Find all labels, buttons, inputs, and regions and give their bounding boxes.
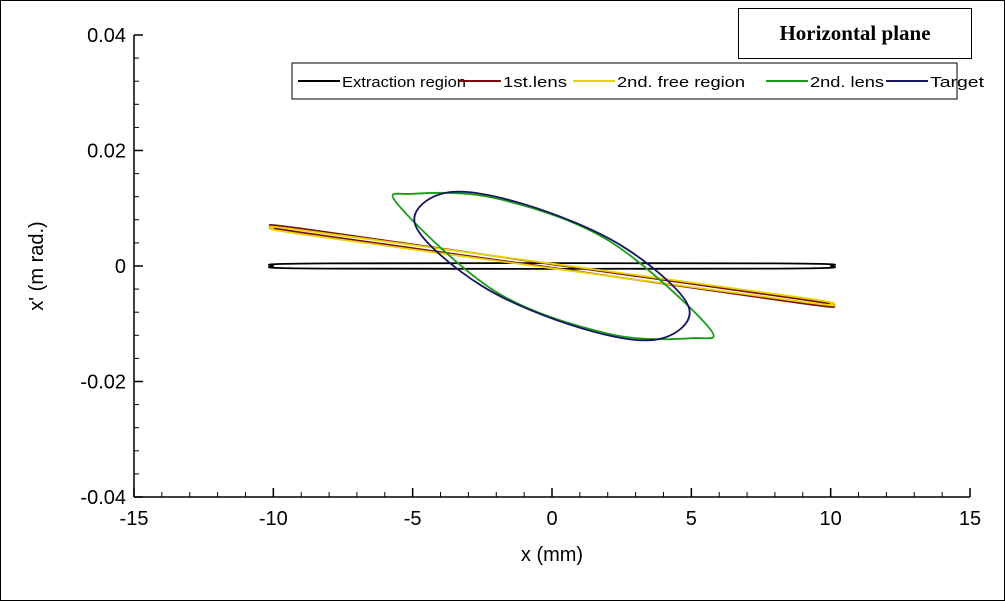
x-tick-label: -15 [120,508,149,530]
legend-label: 1st.lens [503,74,567,91]
series-curve-2nd-free-region [268,225,836,307]
x-tick-label: -5 [404,508,422,530]
legend-label: Extraction region [342,74,466,91]
x-tick-label: -10 [259,508,288,530]
x-tick-label: 0 [546,508,557,530]
legend-label: 2nd. free region [617,74,745,91]
series-curve-2nd-lens [391,191,715,341]
y-ticks: -0.04 -0.02 0 0.02 0.04 [80,25,143,509]
y-tick-label: 0 [115,256,126,278]
chart-title: Horizontal plane [738,8,972,59]
y-axis-title: x' (m rad.) [26,221,48,310]
series-layer [268,190,836,342]
legend-label: 2nd. lens [810,74,884,91]
y-tick-label: -0.02 [80,372,126,394]
axes [133,35,970,498]
x-tick-label: 5 [686,508,697,530]
series-curve-target [413,190,691,342]
x-ticks: -15 -10 -5 0 5 10 15 [120,488,981,530]
x-tick-label: 10 [820,508,842,530]
legend-box [291,62,958,100]
x-tick-label: 15 [959,508,981,530]
y-tick-label: 0.04 [87,25,126,47]
x-axis-title: x (mm) [521,544,583,566]
y-tick-label: 0.02 [87,141,126,163]
legend-label: Target [930,74,985,91]
series-curve-extraction-region [268,262,836,270]
legend: Extraction region 1st.lens 2nd. free regio… [291,62,985,100]
y-tick-label: -0.04 [80,487,126,509]
